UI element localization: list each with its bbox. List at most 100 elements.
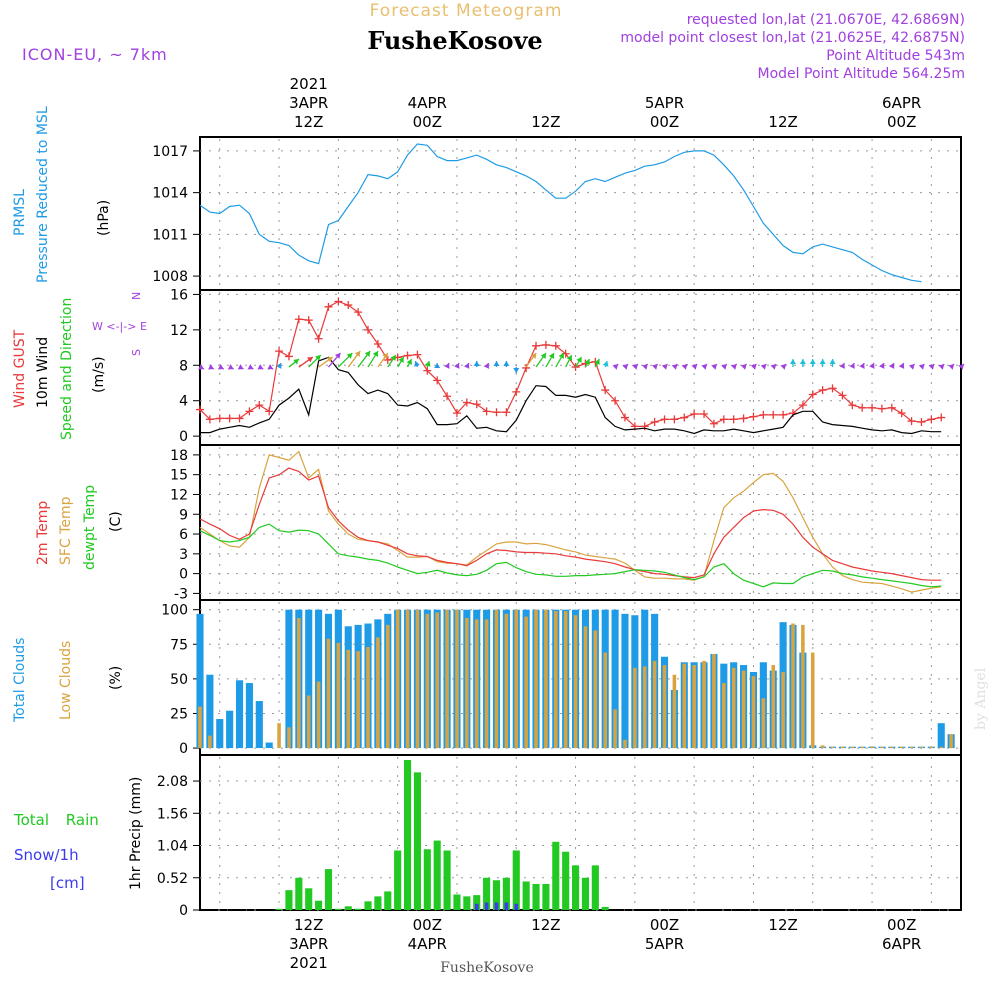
bottom-axis-label: 12Z [294,916,323,934]
gust-marker [620,413,629,422]
low-cloud-bar [494,609,499,749]
low-cloud-bar [405,609,410,749]
gust-marker [522,363,531,372]
wind-arrow [879,362,885,369]
panel-3: 0 25 50 75 100 [161,599,962,757]
wind-arrow-head [829,359,836,365]
gust-marker [354,308,363,317]
gust-marker [225,414,234,423]
gust-marker [709,419,718,428]
wind-arrow-head [711,364,717,370]
low-cloud-bar [484,619,489,749]
y-tick-label: 18 [170,448,188,464]
rain-bar [394,850,402,910]
y-tick-label: 3 [179,547,188,563]
y-tick-label: 9 [179,507,188,523]
wind-arrow-head [444,363,450,369]
gust-marker [640,422,649,431]
total-cloud-bar [305,609,313,749]
rain-bar [354,908,362,910]
y-tick-label: 2.08 [157,774,188,790]
gust-marker [373,340,382,349]
location-title: FusheKosove [367,26,542,55]
rain-bar [581,877,589,910]
wind-arrow-head [398,357,404,363]
low-cloud-bar [761,698,766,749]
low-cloud-bar [781,671,785,749]
low-cloud-bar [613,709,617,749]
low-cloud-bar [386,624,390,749]
wind-arrow-head [473,361,480,367]
wind-arrow-head [382,353,388,359]
wind-arrow-head [513,368,520,374]
rain-bar [532,883,540,910]
wind-arrow [247,364,254,370]
gust-marker [917,417,926,426]
low-cloud-bar [662,665,667,749]
panel-2: -3 0 3 6 9 12 15 18 [170,444,962,602]
low-cloud-bar [890,746,894,749]
gust-marker [779,410,788,419]
gust-marker [314,334,323,343]
wind-arrow [602,360,609,368]
gust-marker [818,386,827,395]
low-cloud-bar [316,681,321,749]
wind-arrow [948,363,955,370]
low-cloud-bar [504,613,509,749]
bottom-axis-label: 12Z [768,916,797,934]
rain-bar [572,865,580,910]
wind-arrow-head [390,355,396,361]
wind-arrow [298,356,314,368]
wind-arrow [612,363,619,370]
low-cloud-bar [949,734,953,749]
cloud-ylabels: Total Clouds Low Clouds (%) [12,638,124,723]
wind-arrow-head [869,363,875,369]
wind-arrow [869,362,875,369]
gust-marker [265,407,274,416]
gust-marker [808,390,817,399]
wind-arrow-head [859,363,865,369]
wind-arrow-head [530,353,537,359]
compass-n: N [130,292,143,300]
wind-arrow [377,352,389,368]
gust-marker [858,403,867,412]
wind-arrow [434,363,441,369]
low-cloud-bar [830,746,835,749]
gust-marker [423,366,432,375]
rain-bar [324,869,333,910]
gust-marker [512,387,521,396]
gust-marker [541,340,550,349]
y-tick-label: 4 [179,394,188,410]
gust-marker [502,408,511,417]
wind-arrow [770,363,777,370]
gust-marker [887,403,896,412]
gust-marker [383,355,392,364]
wind-arrow [424,360,431,368]
wind-arrow-head [770,364,777,370]
wind-arrow [839,362,845,369]
precip-unit: 1hr Precip (mm) [128,777,144,890]
rain-bar [542,883,550,910]
wind-arrow [575,356,583,368]
pressure-ylabel-2: Pressure Reduced to MSL [35,106,51,283]
total-cloud-bar [937,723,945,749]
gust-marker [245,407,254,416]
low-cloud-bar [850,746,855,749]
wind-arrow [327,352,341,368]
total-cloud-bar [206,674,214,749]
precip-rain-label: Total Rain [13,811,99,829]
y-tick-label: 50 [170,672,188,688]
wind-arrow-head [622,364,628,370]
gust-marker [532,341,541,350]
gust-marker [907,417,916,426]
temp-ylabel-2: SFC Temp [58,496,74,565]
y-tick-label: 0 [179,903,188,919]
cloud-unit: (%) [108,666,124,690]
wind-arrow-head [701,364,708,370]
rain-bar [384,891,392,910]
gust-marker [650,417,659,426]
low-cloud-bar [573,615,578,749]
wind-arrow-head [908,364,915,370]
wind-arrow [337,352,353,368]
